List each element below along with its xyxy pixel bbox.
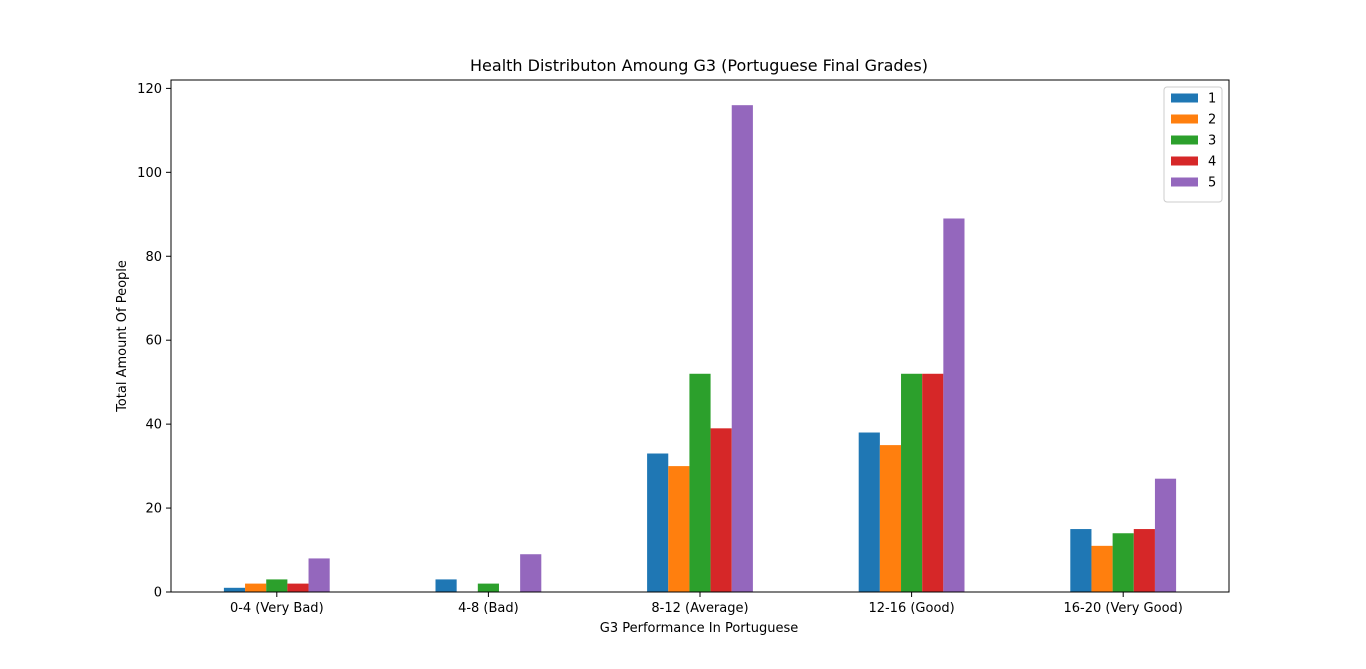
x-axis-label: G3 Performance In Portuguese	[600, 621, 798, 636]
axes-layer: 0 20 40 60 80 100 120 0-4 (Very Bad) 4-8 (Bad) 8-…	[137, 79, 1230, 616]
bar-series-2-cat-2	[668, 466, 690, 592]
bar-series-3-cat-2	[689, 373, 711, 592]
bar-series-5-cat-1	[520, 554, 542, 592]
x-tick-label: 16-20 (Very Good)	[1064, 601, 1183, 616]
y-tick-label: 100	[137, 166, 162, 181]
bar-series-4-cat-2	[710, 428, 732, 592]
bar-series-4-cat-0	[287, 583, 309, 592]
bar-series-3-cat-4	[1112, 533, 1134, 592]
y-tick-label: 0	[154, 586, 162, 601]
bar-series-2-cat-3	[879, 445, 902, 592]
legend-label-4: 4	[1208, 155, 1216, 170]
bar-series-5-cat-3	[943, 218, 965, 593]
legend-label-1: 1	[1208, 92, 1216, 107]
bar-series-4-cat-4	[1133, 529, 1155, 592]
bar-series-2-cat-0	[245, 583, 267, 592]
bars-layer	[223, 105, 1177, 593]
x-tick-label: 4-8 (Bad)	[458, 601, 519, 616]
bar-series-3-cat-1	[477, 583, 499, 592]
legend: 1 2 3 4 5	[1163, 86, 1223, 203]
legend-swatch-2	[1171, 114, 1198, 124]
bar-series-1-cat-3	[858, 432, 880, 592]
x-tick-label: 8-12 (Average)	[651, 601, 748, 616]
bar-series-5-cat-0	[308, 558, 330, 592]
bar-series-5-cat-2	[731, 105, 753, 593]
y-tick-label: 60	[145, 334, 162, 349]
y-tick-label: 40	[145, 418, 162, 433]
bar-series-4-cat-3	[922, 373, 944, 592]
legend-swatch-1	[1171, 93, 1198, 103]
legend-swatch-5	[1171, 177, 1198, 187]
bar-series-1-cat-2	[647, 453, 669, 592]
x-tick-label: 12-16 (Good)	[868, 601, 954, 616]
y-tick-label: 120	[137, 82, 162, 97]
bar-series-5-cat-4	[1154, 478, 1177, 592]
legend-swatch-4	[1171, 156, 1198, 166]
legend-label-2: 2	[1208, 113, 1216, 128]
legend-swatch-3	[1171, 135, 1198, 145]
y-tick-label: 20	[145, 502, 162, 517]
bar-series-3-cat-0	[266, 579, 288, 592]
x-tick-label: 0-4 (Very Bad)	[230, 601, 324, 616]
legend-label-5: 5	[1208, 176, 1216, 191]
bar-series-2-cat-4	[1091, 545, 1113, 592]
legend-label-3: 3	[1208, 134, 1216, 149]
bar-series-1-cat-0	[223, 587, 246, 592]
chart-title: Health Distributon Amoung G3 (Portuguese…	[470, 56, 928, 75]
y-tick-label: 80	[145, 250, 162, 265]
bar-series-1-cat-4	[1070, 529, 1092, 592]
y-axis-label: Total Amount Of People	[115, 260, 130, 413]
bar-series-1-cat-1	[435, 579, 457, 592]
bar-series-3-cat-3	[901, 373, 923, 592]
